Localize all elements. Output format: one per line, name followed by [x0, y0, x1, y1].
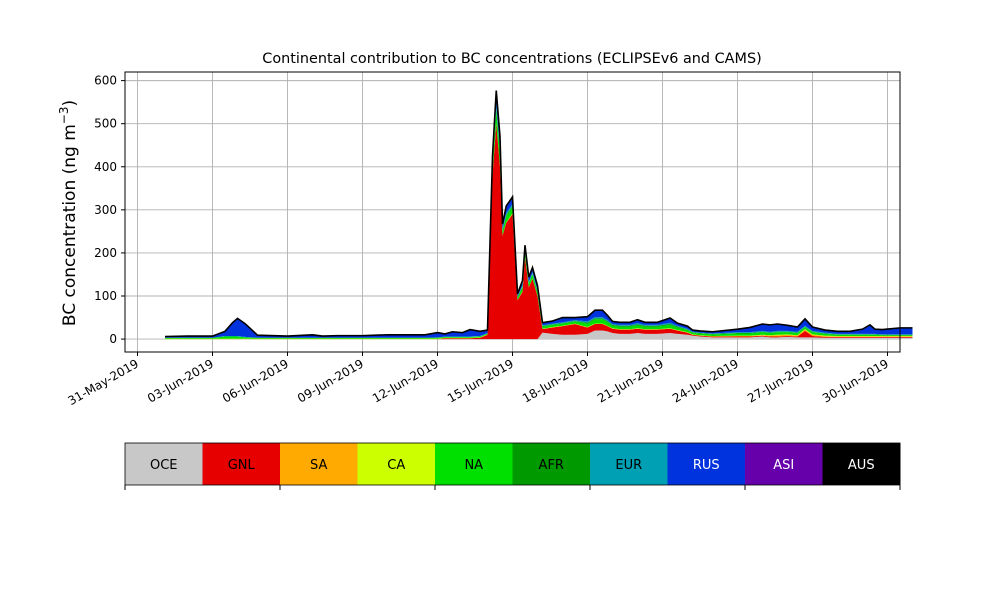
x-tick-label-4: 12-Jun-2019 — [370, 356, 441, 405]
colorbar-swatch-rus — [667, 443, 746, 485]
colorbar-label-na: NA — [464, 458, 483, 473]
x-tick-label-5: 15-Jun-2019 — [445, 356, 516, 405]
y-tick-label-0: 0 — [109, 332, 117, 346]
x-tick-label-6: 18-Jun-2019 — [520, 356, 591, 405]
y-axis-label-superscript: −3 — [57, 106, 71, 124]
plot-area: 0 100 200 300 400 500 600 31-May-2019 03-Jun-201… — [66, 71, 913, 408]
colorbar-swatch-asi — [745, 443, 823, 485]
x-tick-label-0: 31-May-2019 — [66, 356, 141, 408]
colorbar-swatch-gnl — [202, 443, 281, 485]
y-tick-label-2: 200 — [94, 246, 117, 260]
colorbar-swatch-ca — [357, 443, 436, 485]
x-tick-label-3: 09-Jun-2019 — [295, 356, 366, 405]
colorbar-label-oce: OCE — [150, 458, 178, 473]
y-tick-label-6: 600 — [94, 74, 117, 88]
colorbar-frame — [124, 442, 901, 486]
colorbar-label-eur: EUR — [615, 458, 642, 473]
total-outline — [164, 90, 913, 338]
colorbar-swatch-aus — [822, 443, 901, 485]
colorbar-swatch-na — [435, 443, 513, 485]
y-axis-label-close: ) — [60, 100, 80, 107]
y-tick-label-4: 400 — [94, 160, 117, 174]
y-tick-label-1: 100 — [94, 289, 117, 303]
colorbar-legend: OCE GNL SA CA NA AFR EUR RUS ASI AUS — [124, 442, 901, 490]
x-tick-label-1: 03-Jun-2019 — [145, 356, 216, 405]
x-tick-label-7: 21-Jun-2019 — [595, 356, 666, 405]
colorbar-label-gnl: GNL — [228, 458, 256, 473]
x-tick-label-10: 30-Jun-2019 — [820, 356, 891, 405]
colorbar-label-sa: SA — [310, 458, 327, 473]
colorbar-label-rus: RUS — [693, 458, 720, 473]
x-tick-label-8: 24-Jun-2019 — [670, 356, 741, 405]
y-tick-label-3: 300 — [94, 203, 117, 217]
y-axis-label: BC concentration (ng m−3) — [57, 100, 80, 326]
y-tick-label-5: 500 — [94, 117, 117, 131]
colorbar-swatch-oce — [125, 443, 203, 485]
y-axis-label-main: BC concentration (ng m — [60, 124, 80, 326]
colorbar-label-afr: AFR — [539, 458, 564, 473]
colorbar-swatch-eur — [590, 443, 668, 485]
chart-title: Continental contribution to BC concentra… — [262, 51, 761, 67]
x-tick-label-9: 27-Jun-2019 — [745, 356, 816, 405]
area-series-gnl — [165, 123, 913, 340]
colorbar-swatch-sa — [280, 443, 358, 485]
colorbar-label-aus: AUS — [848, 458, 875, 473]
x-tick-label-2: 06-Jun-2019 — [220, 356, 291, 405]
colorbar-label-asi: ASI — [773, 458, 794, 473]
colorbar-label-ca: CA — [387, 458, 405, 473]
area-series-oce — [165, 330, 913, 340]
colorbar-swatch-afr — [512, 443, 591, 485]
